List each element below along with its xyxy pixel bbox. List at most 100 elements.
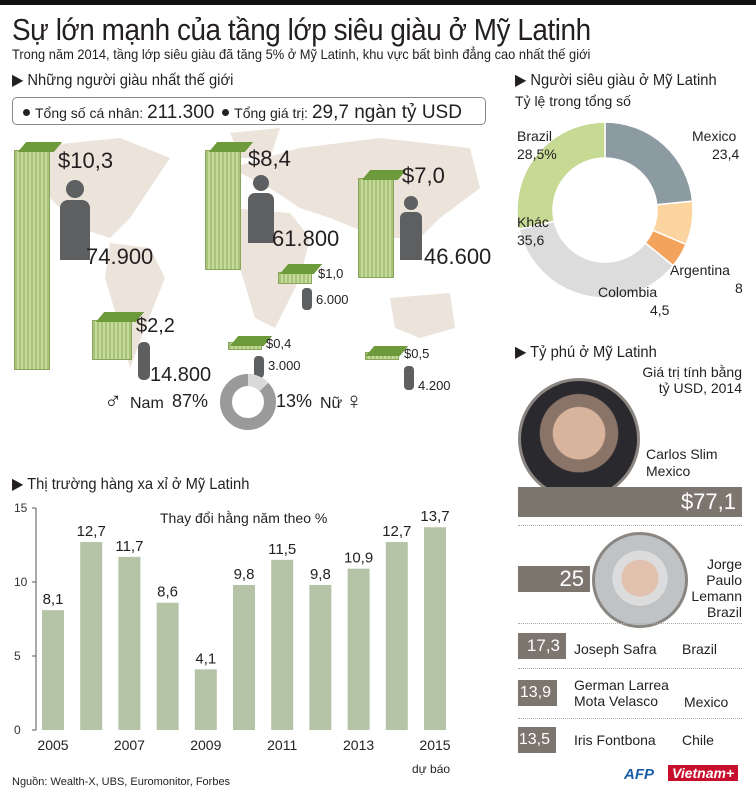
x-tick-label: 2013 bbox=[343, 737, 374, 753]
money-stack-icon bbox=[205, 150, 241, 270]
billionaire-name: German Larrea Mota Velasco bbox=[574, 677, 669, 709]
divider bbox=[518, 623, 742, 624]
billionaire-name: Iris Fontbona bbox=[574, 732, 656, 748]
billionaire-country: Chile bbox=[682, 732, 714, 748]
person-icon bbox=[253, 175, 269, 191]
billionaire-value-bar: 13,5 bbox=[518, 727, 556, 753]
female-icon: ♀ bbox=[345, 388, 363, 415]
bar-data-label: 4,1 bbox=[195, 650, 216, 667]
billionaire-value-bar: 13,9 bbox=[518, 680, 557, 706]
vietnam-plus-logo: Vietnam+ bbox=[668, 765, 739, 781]
subtitle: Trong năm 2014, tầng lớp siêu giàu đã tă… bbox=[12, 46, 591, 62]
donut-slice-khác bbox=[518, 220, 675, 299]
total-value: 29,7 ngàn tỷ USD bbox=[311, 102, 462, 123]
slice-name: Colombia bbox=[598, 284, 658, 300]
person-icon bbox=[66, 180, 84, 198]
region-people: 3.000 bbox=[268, 358, 301, 373]
luxury-bar-chart: 0 5 10 15 8,1 2005 12,7 11,7 2007 8,6 4,1 2009 9,8 11… bbox=[14, 501, 451, 753]
region-people: 74.900 bbox=[86, 244, 154, 269]
male-label: Nam bbox=[130, 395, 164, 412]
region-wealth: $1,0 bbox=[318, 266, 344, 281]
top-bar bbox=[0, 0, 756, 5]
slice-name: Mexico bbox=[692, 128, 737, 144]
gender-donut bbox=[220, 374, 276, 430]
slice-value: 4,5 bbox=[650, 302, 670, 318]
bar-data-label: 10,9 bbox=[344, 550, 373, 567]
region-wealth: $8,4 bbox=[248, 146, 291, 171]
divider bbox=[518, 668, 742, 669]
person-icon bbox=[302, 288, 312, 310]
jorge-paulo-lemann-photo bbox=[592, 532, 688, 628]
slice-value: 28,5% bbox=[517, 146, 557, 162]
world-heading-text: Những người giàu nhất thế giới bbox=[27, 72, 234, 89]
money-stack-icon bbox=[358, 178, 394, 278]
slice-name: Brazil bbox=[517, 128, 553, 144]
superrich-heading-text: Người siêu giàu ở Mỹ Latinh bbox=[530, 72, 717, 89]
world-heading: ▶ Những người giàu nhất thế giới bbox=[12, 72, 234, 89]
region-wealth: $0,4 bbox=[266, 336, 292, 351]
male-icon: ♂ bbox=[104, 388, 122, 415]
stat-box: Tổng số cá nhân: 211.300 Tổng giá trị: 2… bbox=[12, 97, 486, 125]
y-tick-label: 10 bbox=[14, 575, 28, 589]
superrich-donut-chart bbox=[516, 121, 694, 299]
bar-data-label: 8,6 bbox=[157, 584, 178, 601]
divider bbox=[518, 525, 742, 526]
source: Nguồn: Wealth-X, UBS, Euromonitor, Forbe… bbox=[12, 776, 231, 788]
donut-slice-brazil bbox=[516, 121, 606, 231]
person-icon-body bbox=[248, 193, 274, 243]
region-people: 61.800 bbox=[272, 226, 340, 251]
bar bbox=[118, 556, 141, 730]
x-tick-label: 2015 bbox=[419, 737, 450, 753]
money-stack-icon bbox=[92, 320, 132, 360]
billionaire-country: Mexico bbox=[684, 694, 729, 710]
money-stack-icon bbox=[14, 150, 50, 370]
bar bbox=[80, 542, 103, 730]
bar bbox=[424, 527, 446, 730]
bar-data-label: 11,5 bbox=[268, 541, 296, 558]
region-wealth: $10,3 bbox=[58, 148, 114, 173]
forecast-label: dự báo bbox=[412, 762, 451, 776]
person-icon bbox=[138, 342, 150, 380]
male-pct: 87% bbox=[172, 391, 209, 411]
person-icon-body bbox=[400, 212, 422, 260]
bar bbox=[347, 568, 370, 730]
billionaire-name: Jorge Paulo Lemann bbox=[691, 556, 742, 604]
person-icon bbox=[404, 196, 418, 210]
billionaires-heading-text: Tỷ phú ở Mỹ Latinh bbox=[530, 344, 657, 361]
bar-data-label: 12,7 bbox=[382, 523, 411, 540]
luxury-heading: ▶ Thị trường hàng xa xỉ ở Mỹ Latinh bbox=[12, 476, 250, 493]
y-tick-label: 15 bbox=[14, 501, 28, 515]
female-pct: 13% bbox=[276, 391, 313, 411]
slice-value: 35,6 bbox=[517, 232, 545, 248]
billionaire-country: Brazil bbox=[706, 604, 742, 620]
divider bbox=[518, 718, 742, 719]
superrich-subheading: Tỷ lệ trong tổng số bbox=[515, 93, 631, 109]
x-tick-label: 2009 bbox=[190, 737, 221, 753]
billionaire-value-bar: $77,1 bbox=[518, 487, 742, 517]
billionaire-name: Carlos Slim bbox=[646, 446, 718, 462]
bar-data-label: 9,8 bbox=[234, 566, 255, 583]
billionaires-heading: ▶ Tỷ phú ở Mỹ Latinh bbox=[515, 344, 657, 361]
person-icon bbox=[404, 366, 414, 390]
billionaire-info: Jorge Paulo Lemann Brazil bbox=[688, 556, 742, 620]
bar bbox=[385, 542, 408, 730]
female-label: Nữ bbox=[320, 395, 343, 412]
region-people: 46.600 bbox=[424, 244, 492, 269]
region-people: 14.800 bbox=[150, 364, 212, 386]
slice-value: 8 bbox=[735, 280, 743, 296]
y-tick-label: 5 bbox=[14, 649, 21, 663]
bar bbox=[271, 559, 294, 730]
region-wealth: $7,0 bbox=[402, 163, 445, 188]
x-tick-label: 2007 bbox=[114, 737, 145, 753]
bar bbox=[194, 669, 217, 730]
donut-slice-mexico bbox=[604, 121, 694, 206]
bullet-icon bbox=[222, 109, 230, 116]
x-tick-label: 2011 bbox=[267, 737, 297, 753]
total-individuals-label: Tổng số cá nhân: bbox=[35, 105, 144, 121]
region-wealth: $2,2 bbox=[136, 315, 175, 337]
bar-data-label: 8,1 bbox=[43, 591, 64, 608]
slice-value: 23,4 bbox=[712, 146, 740, 162]
total-individuals: 211.300 bbox=[147, 102, 215, 123]
person-icon-body bbox=[60, 200, 90, 260]
billionaire-value-bar: 17,3 bbox=[518, 633, 566, 659]
